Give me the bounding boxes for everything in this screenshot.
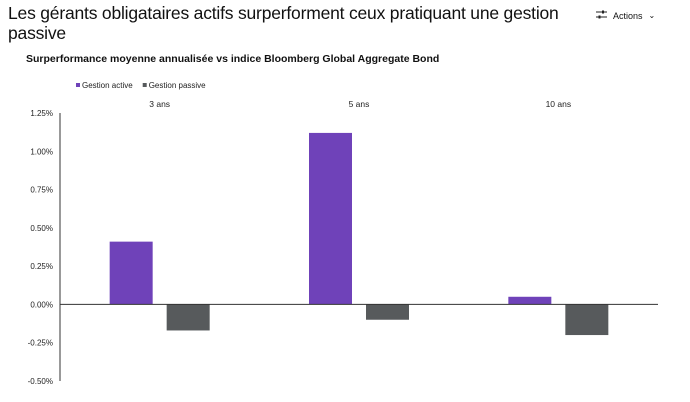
y-tick-label: 0.00% xyxy=(30,300,53,309)
category-label: 5 ans xyxy=(349,99,370,109)
bar-gestion-passive xyxy=(366,304,409,320)
bar-gestion-passive xyxy=(565,304,609,336)
y-tick-label: 1.25% xyxy=(30,109,53,118)
y-tick-label: 0.75% xyxy=(30,186,53,195)
chevron-down-icon: ⌄ xyxy=(648,11,656,20)
y-tick-label: 0.50% xyxy=(30,224,53,233)
y-tick-label: 0.25% xyxy=(30,262,53,271)
y-tick-label: -0.25% xyxy=(28,339,53,348)
actions-label: Actions xyxy=(613,10,643,21)
sliders-icon xyxy=(596,10,607,21)
bar-gestion-active xyxy=(309,132,352,305)
category-label: 10 ans xyxy=(546,99,572,109)
bar-gestion-passive xyxy=(166,304,210,331)
legend-label: Gestion passive xyxy=(149,81,206,90)
y-tick-label: 1.00% xyxy=(30,147,53,156)
actions-button[interactable]: Actions ⌄ xyxy=(596,10,655,21)
legend-label: Gestion active xyxy=(82,81,133,90)
legend-swatch xyxy=(142,83,147,87)
category-label: 3 ans xyxy=(149,99,170,109)
page-title: Les gérants obligataires actifs surperfo… xyxy=(8,3,559,43)
bar-gestion-active xyxy=(109,241,153,305)
bar-gestion-active xyxy=(508,296,552,305)
chart-title: Surperformance moyenne annualisée vs ind… xyxy=(26,53,440,65)
legend-swatch xyxy=(76,83,80,87)
y-tick-label: -0.50% xyxy=(28,377,53,386)
